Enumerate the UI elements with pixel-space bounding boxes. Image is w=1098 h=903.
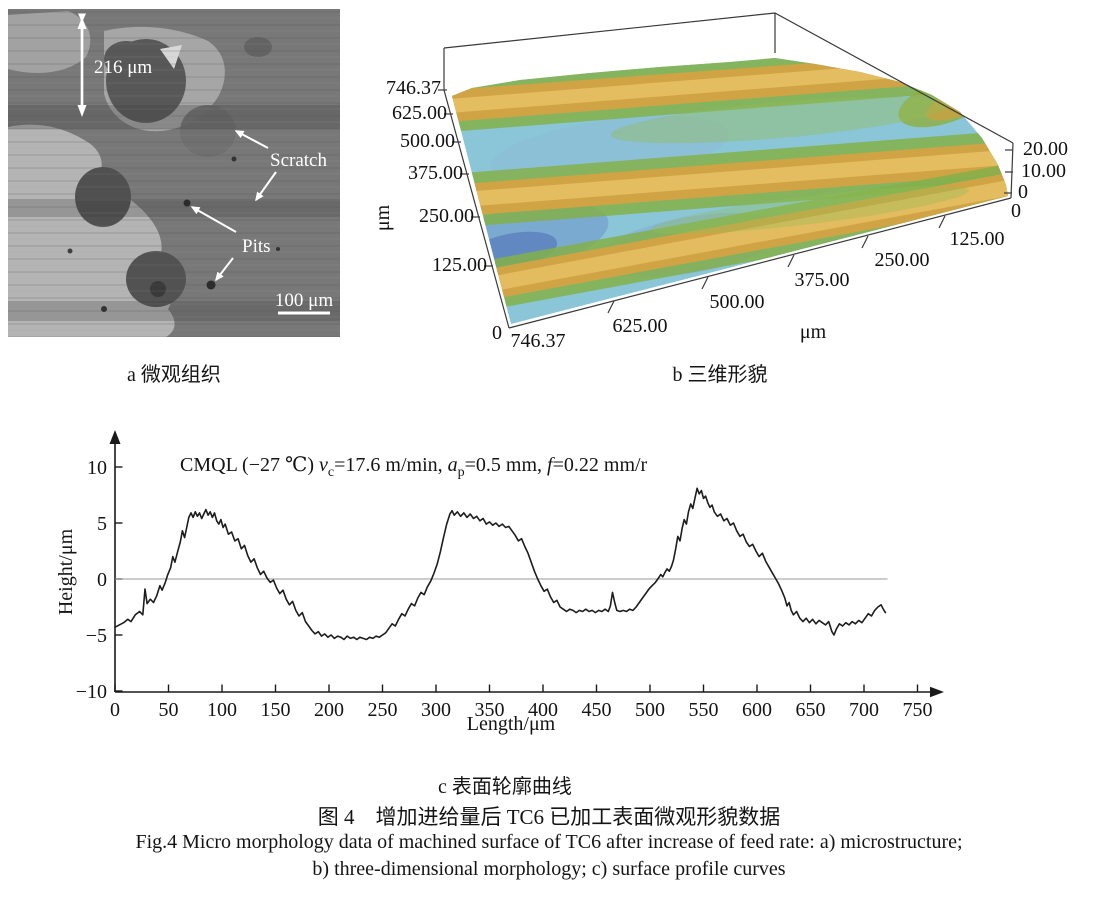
y-tick-label: 0	[97, 569, 107, 591]
annotation-sub-p: p	[457, 465, 465, 480]
x-tick-label: 100	[207, 699, 237, 721]
b-y-tick: 746.37	[386, 77, 441, 99]
surface-profile-curve	[114, 487, 887, 641]
scratch-arrow-icon	[234, 130, 269, 149]
3d-box-frame	[438, 12, 1014, 329]
y-tick-label: −10	[76, 681, 107, 703]
b-y-origin: 0	[492, 322, 502, 344]
measure-label: 216 μm	[94, 57, 152, 78]
b-x-tick: 746.37	[510, 330, 566, 352]
y-tick-label: 10	[87, 457, 107, 479]
x-tick-label: 650	[796, 699, 826, 721]
figure-title-en-line2: b) three-dimensional morphology; c) surf…	[312, 858, 786, 880]
panel-b-3d-plot: 746.37 625.00 500.00 375.00 250.00 125.0…	[360, 0, 1098, 395]
annotation-text: =17.6 m/min,	[334, 454, 448, 476]
annotation-text: =0.22 mm/r	[552, 454, 648, 476]
pits-label: Pits	[242, 236, 271, 257]
measure-arrowhead-up-icon	[77, 17, 87, 29]
b-y-tick: 250.00	[419, 205, 474, 227]
b-x-tick: 125.00	[949, 228, 1005, 250]
axes	[114, 442, 932, 693]
b-z-tick: 0	[1018, 181, 1028, 203]
annotation-sub-c: c	[327, 465, 335, 480]
panel-b-surface-svg	[438, 12, 1014, 329]
x-axis-arrow-icon	[930, 686, 944, 698]
b-y-axis-unit: μm	[372, 204, 394, 232]
y-axis-title: Height/μm	[55, 528, 77, 615]
measure-arrowhead-down-icon	[77, 105, 87, 117]
plot-area	[114, 487, 888, 641]
x-axis-title: Length/μm	[467, 713, 556, 735]
x-tick-label: 350	[475, 699, 505, 721]
panel-a-micrograph: 216 μm Scratch Pits 100 μm	[8, 9, 340, 337]
x-tick-label: 550	[689, 699, 719, 721]
figure-title-en-line1: Fig.4 Micro morphology data of machined …	[135, 831, 963, 853]
x-tick-label: 300	[421, 699, 451, 721]
annotation-text: =0.5 mm,	[464, 454, 548, 476]
pit-spot	[183, 199, 191, 207]
x-tick-label: 50	[159, 699, 179, 721]
tick-labels: 0 50 100 150 200 250 300 350 400 450 500 550 600 650 7…	[76, 457, 933, 721]
x-tick-label: 600	[742, 699, 772, 721]
x-tick-label: 450	[582, 699, 612, 721]
pit-spot	[101, 306, 107, 312]
b-y-tick: 375.00	[408, 162, 463, 184]
x-tick-label: 250	[368, 699, 398, 721]
annotation-text: CMQL (−27 ℃)	[180, 454, 320, 476]
figure-title-zh: 图 4 增加进给量后 TC6 已加工表面微观形貌数据	[317, 805, 781, 829]
pit-spot	[67, 248, 73, 254]
x-tick-label: 0	[110, 699, 120, 721]
scratch-label: Scratch	[270, 150, 327, 171]
panel-c-profile-chart: 0 50 100 150 200 250 300 350 400 450 500 550 600 650 7…	[55, 430, 944, 735]
b-y-tick: 625.00	[392, 102, 447, 124]
annotation-var-v: v	[319, 454, 328, 476]
panel-c-annotation: CMQL (−27 ℃) vc=17.6 m/min, ap=0.5 mm, f…	[180, 452, 647, 481]
annotation-var-a: a	[447, 454, 458, 476]
b-x-tick: 625.00	[612, 315, 668, 337]
caption-panel-c: c 表面轮廓曲线	[438, 776, 572, 798]
scale-bar-label: 100 μm	[275, 290, 333, 311]
b-x-tick: 375.00	[794, 269, 850, 291]
x-tick-label: 400	[528, 699, 558, 721]
b-x-origin: 0	[1011, 200, 1021, 222]
scratch-arrow-icon	[255, 171, 277, 202]
b-y-tick: 500.00	[400, 130, 455, 152]
x-tick-label: 150	[261, 699, 291, 721]
b-z-tick: 20.00	[1023, 138, 1068, 160]
pits-arrow-icon	[215, 257, 234, 282]
x-tick-label: 700	[849, 699, 879, 721]
caption-panel-a: a 微观组织	[127, 364, 221, 386]
b-x-tick: 500.00	[709, 291, 765, 313]
pits-arrow-icon	[190, 206, 237, 233]
scratch-texture	[8, 9, 340, 337]
b-x-tick: 250.00	[874, 249, 930, 271]
caption-panel-b: b 三维形貌	[672, 364, 768, 386]
y-tick-label: 5	[97, 513, 107, 535]
x-tick-label: 500	[635, 699, 665, 721]
b-x-axis-unit: μm	[799, 321, 827, 343]
pit-spot	[276, 247, 280, 251]
x-tick-label: 200	[314, 699, 344, 721]
b-y-tick: 125.00	[432, 254, 487, 276]
x-tick-label: 750	[903, 699, 933, 721]
b-z-tick: 10.00	[1021, 160, 1066, 182]
annotation-var-f: f	[547, 454, 553, 476]
pit-spot	[231, 156, 237, 162]
y-tick-label: −5	[86, 625, 107, 647]
pit-spot	[206, 280, 216, 290]
y-axis-arrow-icon	[109, 430, 121, 444]
